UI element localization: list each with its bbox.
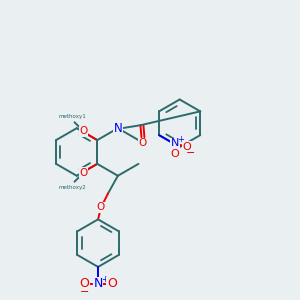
Text: N: N xyxy=(93,277,103,290)
Text: −: − xyxy=(186,148,196,158)
Text: O: O xyxy=(79,126,88,136)
Text: methoxy1: methoxy1 xyxy=(58,114,86,119)
Text: N: N xyxy=(171,138,179,148)
Text: O: O xyxy=(79,277,89,290)
Text: O: O xyxy=(96,202,104,212)
Text: N: N xyxy=(113,122,122,135)
Text: +: + xyxy=(101,275,109,284)
Text: O: O xyxy=(107,277,117,290)
Text: O: O xyxy=(139,138,147,148)
Text: O: O xyxy=(182,142,191,152)
Text: O: O xyxy=(79,168,88,178)
Text: −: − xyxy=(80,287,89,297)
Text: methoxy2: methoxy2 xyxy=(58,185,86,190)
Text: O: O xyxy=(170,149,179,159)
Text: +: + xyxy=(177,135,184,144)
